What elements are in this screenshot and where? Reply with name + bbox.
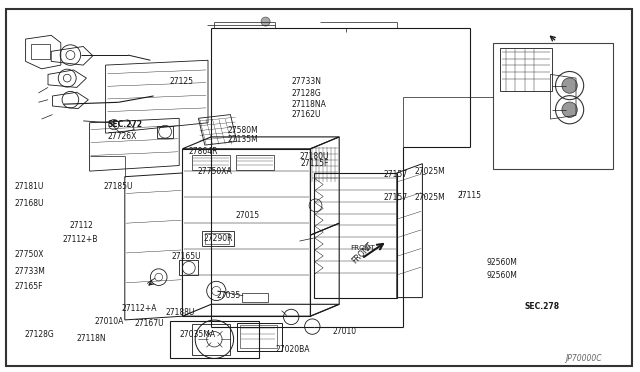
Bar — [240, 325, 277, 348]
Text: 27580M: 27580M — [227, 126, 258, 135]
Text: 27115: 27115 — [458, 191, 481, 200]
Bar — [314, 173, 397, 298]
Bar — [192, 324, 230, 355]
Text: 27165F: 27165F — [14, 282, 43, 291]
Text: 27015: 27015 — [236, 211, 260, 220]
Text: 27726X: 27726X — [108, 132, 137, 141]
Text: 27010A: 27010A — [95, 317, 124, 326]
Bar — [179, 260, 198, 275]
Circle shape — [261, 17, 270, 26]
Bar — [182, 149, 310, 316]
Bar — [236, 155, 274, 170]
Text: 27112: 27112 — [69, 221, 93, 230]
Text: 27290R: 27290R — [204, 234, 233, 243]
Text: 27115F: 27115F — [301, 159, 329, 168]
Text: 27185U: 27185U — [104, 182, 133, 190]
Bar — [493, 43, 613, 169]
Text: 27750XA: 27750XA — [197, 167, 232, 176]
Text: 27035MA: 27035MA — [179, 330, 215, 339]
Text: 27733N: 27733N — [291, 77, 321, 86]
Bar — [170, 321, 259, 358]
Text: 27165U: 27165U — [172, 252, 201, 261]
Text: 27750X: 27750X — [14, 250, 44, 259]
Bar — [157, 126, 173, 138]
Circle shape — [562, 102, 577, 118]
Text: 27157: 27157 — [384, 193, 408, 202]
Text: 27167U: 27167U — [134, 319, 164, 328]
Text: 27157: 27157 — [384, 170, 408, 179]
Text: 27010: 27010 — [333, 327, 357, 336]
Text: JP70000C: JP70000C — [565, 355, 602, 363]
Text: FRONT: FRONT — [351, 246, 375, 251]
Text: 27733M: 27733M — [14, 267, 45, 276]
Text: 27125: 27125 — [170, 77, 194, 86]
Text: 27112+B: 27112+B — [63, 235, 98, 244]
Text: SEC.272: SEC.272 — [108, 120, 143, 129]
Bar — [31, 44, 50, 59]
Text: 27035: 27035 — [216, 291, 241, 300]
Text: 27128G: 27128G — [291, 89, 321, 98]
Text: 27112+A: 27112+A — [122, 304, 157, 313]
Bar — [192, 155, 230, 170]
Text: 27180U: 27180U — [300, 152, 329, 161]
Bar — [205, 232, 229, 244]
Text: 27025M: 27025M — [415, 167, 445, 176]
Text: 92560M: 92560M — [486, 258, 517, 267]
Text: 27118N: 27118N — [77, 334, 106, 343]
Bar — [202, 231, 234, 246]
Text: 27188U: 27188U — [165, 308, 195, 317]
Text: 27181U: 27181U — [14, 182, 44, 190]
Text: 92560M: 92560M — [486, 271, 517, 280]
Text: 27135M: 27135M — [227, 135, 258, 144]
Text: 27162U: 27162U — [291, 110, 321, 119]
Bar — [500, 48, 552, 91]
Text: 27025M: 27025M — [415, 193, 445, 202]
Text: 27128G: 27128G — [24, 330, 54, 339]
Text: 27864R: 27864R — [189, 147, 218, 156]
Text: 27168U: 27168U — [14, 199, 44, 208]
Text: 27118NA: 27118NA — [291, 100, 326, 109]
Text: SEC.278: SEC.278 — [525, 302, 560, 311]
Circle shape — [562, 78, 577, 93]
Bar — [237, 323, 282, 351]
Text: FRONT: FRONT — [351, 241, 376, 265]
Bar — [242, 293, 268, 302]
Text: 27020BA: 27020BA — [275, 345, 310, 354]
